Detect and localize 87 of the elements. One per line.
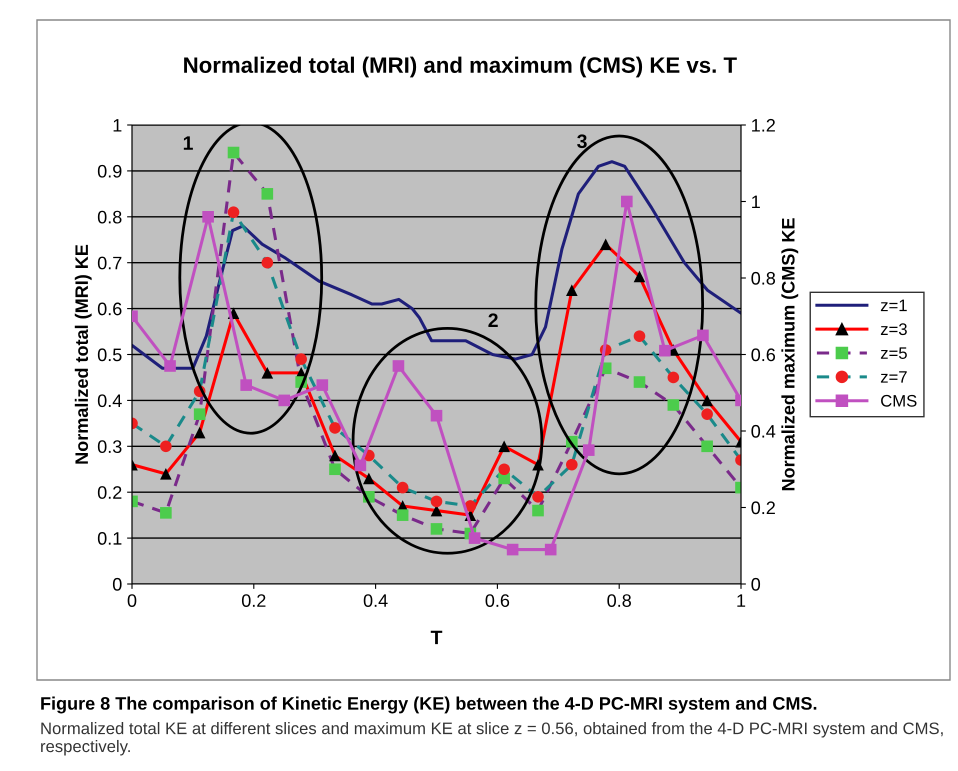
caption: Figure 8 The comparison of Kinetic Energy (KE) between the 4-D PC-MRI system and CMS.	[41, 696, 816, 714]
point	[228, 146, 240, 158]
text: Normalized total KE at different slices and maximum KE at slice z = 0.56, obtained from the 4-D PC-MRI system and CMS, respectively.	[41, 722, 943, 756]
point	[621, 196, 633, 208]
point	[566, 284, 578, 296]
point	[697, 330, 709, 342]
legend-label: z=5	[880, 347, 907, 359]
y-axis-title: Normalized total (MRI) KE	[74, 244, 92, 464]
y-tick-label: 0.4	[98, 394, 122, 408]
legend-label: CMS	[881, 394, 917, 407]
point	[160, 507, 172, 519]
point	[532, 490, 544, 503]
point	[600, 238, 612, 250]
legend-label: z=3	[880, 323, 907, 336]
point	[659, 344, 671, 356]
x-tick-label: 0	[128, 594, 136, 607]
point	[329, 463, 341, 476]
point	[262, 367, 274, 379]
x-tick-label: 1	[737, 594, 746, 607]
y-tick-label: 0.1	[98, 532, 122, 545]
point	[396, 509, 408, 521]
point	[498, 463, 510, 476]
point	[701, 394, 713, 406]
point	[430, 410, 442, 422]
point	[392, 360, 404, 372]
y2-tick-label: 1.2	[752, 118, 775, 132]
y-tick-label: 0.8	[98, 210, 122, 224]
point	[506, 544, 518, 556]
chart-title: Normalized total (MRI) and maximum (CMS) KE vs. T	[184, 56, 737, 78]
point	[329, 450, 341, 462]
point	[160, 440, 172, 452]
x-tick-label: 0.8	[607, 594, 631, 607]
point	[498, 440, 510, 452]
y-tick-label: 0.9	[98, 164, 122, 178]
point	[240, 379, 252, 391]
y2-tick-label: 0.2	[751, 501, 775, 514]
point	[329, 422, 341, 434]
y-tick-label: 0.2	[98, 486, 122, 499]
x-tick-label: 0.6	[486, 594, 510, 607]
point	[194, 408, 206, 420]
point	[582, 444, 595, 456]
y-tick-label: 0.3	[98, 440, 122, 454]
point	[202, 210, 214, 223]
point	[295, 353, 307, 365]
point	[430, 523, 442, 535]
point	[396, 482, 408, 494]
x-axis-title: T	[430, 630, 442, 644]
annotation: 3	[577, 134, 587, 148]
point	[566, 458, 578, 470]
y-tick-label: 0.5	[98, 348, 122, 362]
point	[194, 426, 206, 438]
y-tick-label: 1	[114, 119, 122, 132]
point	[701, 408, 713, 420]
y-tick-label: 0.6	[98, 302, 122, 316]
point	[228, 206, 240, 218]
y2-axis-title: Normalized maximum (CMS) KE	[781, 218, 798, 490]
point	[634, 270, 646, 282]
y2-tick-label: 0	[751, 578, 760, 591]
point	[278, 394, 290, 406]
point	[316, 379, 328, 391]
point	[363, 472, 375, 484]
point	[468, 532, 480, 544]
y-tick-label: 0	[112, 578, 122, 591]
annotation: 1	[184, 136, 193, 150]
point	[354, 460, 366, 472]
y2-tick-label: 1	[752, 196, 760, 208]
y2-tick-label: 0.6	[751, 348, 776, 362]
point	[544, 544, 556, 556]
annotation: 2	[488, 313, 498, 327]
legend-label: z=7	[880, 371, 907, 383]
point	[668, 372, 680, 384]
point	[262, 188, 274, 200]
y2-tick-label: 0.4	[751, 424, 776, 438]
point	[160, 468, 172, 480]
point	[668, 399, 680, 411]
point	[634, 376, 646, 388]
point	[634, 330, 646, 342]
x-tick-label: 0.2	[242, 594, 266, 607]
y2-tick-label: 0.8	[751, 272, 776, 285]
x-tick-label: 0.4	[364, 594, 388, 607]
point	[164, 360, 176, 372]
y-tick-label: 0.7	[98, 256, 122, 270]
point	[262, 256, 274, 269]
point	[701, 440, 713, 452]
point	[430, 496, 442, 508]
legend-label: z=1	[880, 300, 907, 312]
point	[532, 504, 544, 516]
